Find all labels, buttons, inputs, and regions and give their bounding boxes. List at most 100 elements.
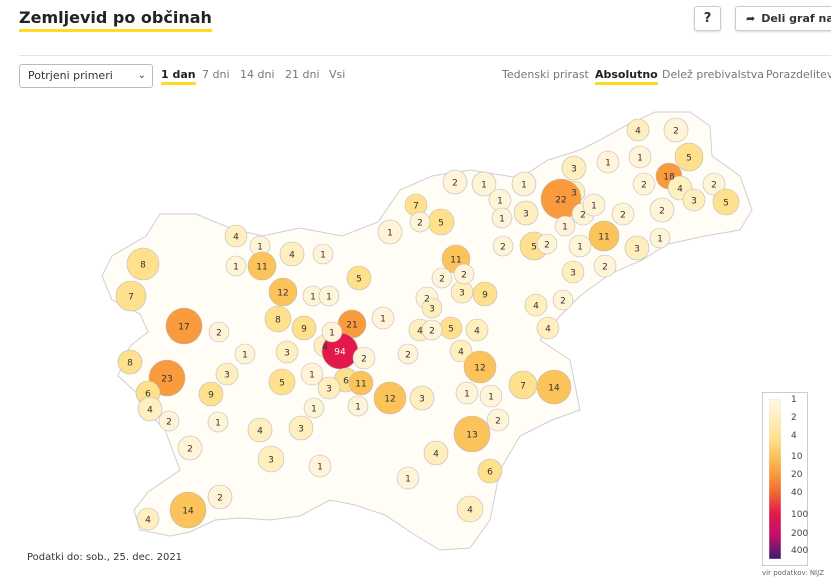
municipality-region[interactable] <box>352 346 376 370</box>
municipality-region[interactable] <box>115 280 147 312</box>
municipality-region[interactable] <box>624 235 650 261</box>
municipality-region[interactable] <box>561 155 587 181</box>
municipality-region[interactable] <box>207 484 233 510</box>
municipality-region[interactable] <box>561 260 585 284</box>
municipality-region[interactable] <box>303 397 325 419</box>
municipality-region[interactable] <box>582 193 606 217</box>
municipality-region[interactable] <box>471 171 497 197</box>
municipality-region[interactable] <box>477 458 503 484</box>
municipality-region[interactable] <box>136 507 160 531</box>
municipality-region[interactable] <box>317 376 341 400</box>
municipality-region[interactable] <box>137 396 163 422</box>
municipality-region[interactable] <box>431 267 453 289</box>
municipality-region[interactable] <box>198 381 224 407</box>
municipality-region[interactable] <box>453 263 475 285</box>
municipality-region[interactable] <box>456 495 484 523</box>
municipality-region[interactable] <box>472 281 498 307</box>
municipality-region[interactable] <box>169 491 207 529</box>
municipality-region[interactable] <box>611 202 635 226</box>
municipality-region[interactable] <box>421 319 443 341</box>
municipality-region[interactable] <box>397 343 419 365</box>
municipality-region[interactable] <box>312 243 334 265</box>
municipality-region[interactable] <box>346 265 372 291</box>
municipality-region[interactable] <box>165 307 203 345</box>
municipality-region[interactable] <box>682 188 706 212</box>
municipality-region[interactable] <box>593 254 617 278</box>
municipality-region[interactable] <box>234 343 256 365</box>
municipality-region[interactable] <box>291 315 317 341</box>
municipality-region[interactable] <box>632 172 656 196</box>
filter-delez-prebivalstva[interactable]: Delež prebivalstva <box>662 68 765 81</box>
municipality-region[interactable] <box>421 297 443 319</box>
municipality-region[interactable] <box>442 169 468 195</box>
municipality-region[interactable] <box>465 318 489 342</box>
municipality-region[interactable] <box>511 171 537 197</box>
municipality-region[interactable] <box>264 305 292 333</box>
municipality-region[interactable] <box>524 293 548 317</box>
municipality-region[interactable] <box>663 117 689 143</box>
municipality-region[interactable] <box>224 224 248 248</box>
municipality-region[interactable] <box>628 145 652 169</box>
municipality-region[interactable] <box>453 415 491 453</box>
municipality-region[interactable] <box>347 395 369 417</box>
municipality-region[interactable] <box>308 454 332 478</box>
municipality-region[interactable] <box>321 321 343 343</box>
municipality-region[interactable] <box>596 150 620 174</box>
municipality-region[interactable] <box>479 384 503 408</box>
municipality-region[interactable] <box>455 381 479 405</box>
municipality-region[interactable] <box>177 435 203 461</box>
municipality-region[interactable] <box>674 142 704 172</box>
municipality-region[interactable] <box>513 200 539 226</box>
municipality-region[interactable] <box>536 369 572 405</box>
municipality-region[interactable] <box>626 118 650 142</box>
municipality-region[interactable] <box>649 227 671 249</box>
municipality-region[interactable] <box>409 211 431 233</box>
municipality-region[interactable] <box>377 219 403 245</box>
municipality-region[interactable] <box>318 285 340 307</box>
municipality-region[interactable] <box>348 370 374 396</box>
municipality-region[interactable] <box>492 235 514 257</box>
municipality-region[interactable] <box>649 197 675 223</box>
municipality-region[interactable] <box>486 408 510 432</box>
municipality-region[interactable] <box>588 220 620 252</box>
filter-vsi[interactable]: Vsi <box>329 68 346 81</box>
filter-21-dni[interactable]: 21 dni <box>285 68 320 81</box>
municipality-region[interactable] <box>536 316 560 340</box>
municipality-region[interactable] <box>552 289 574 311</box>
municipality-region[interactable] <box>117 349 143 375</box>
municipality-region[interactable] <box>268 368 296 396</box>
municipality-region[interactable] <box>568 234 592 258</box>
municipality-region[interactable] <box>275 340 299 364</box>
municipality-region[interactable] <box>208 321 230 343</box>
municipality-region[interactable] <box>463 350 497 384</box>
municipality-region[interactable] <box>288 415 314 441</box>
municipality-region[interactable] <box>449 339 473 363</box>
municipality-region[interactable] <box>300 362 324 386</box>
municipality-region[interactable] <box>158 410 180 432</box>
municipality-region[interactable] <box>268 277 298 307</box>
filter-1-dan[interactable]: 1 dan <box>161 68 196 85</box>
municipality-region[interactable] <box>225 255 247 277</box>
municipality-region[interactable] <box>423 440 449 466</box>
filter-7-dni[interactable]: 7 dni <box>202 68 230 81</box>
share-button[interactable]: ➦ Deli graf na <box>735 6 831 31</box>
municipality-region[interactable] <box>257 445 285 473</box>
filter-absolutno[interactable]: Absolutno <box>595 68 658 85</box>
municipality-region[interactable] <box>396 466 420 490</box>
help-button[interactable]: ? <box>694 6 721 31</box>
municipality-region[interactable] <box>554 215 576 237</box>
filter-porazdelitev[interactable]: Porazdelitev <box>766 68 831 81</box>
municipality-region[interactable] <box>536 233 558 255</box>
municipality-region[interactable] <box>215 362 239 386</box>
municipality-region[interactable] <box>207 411 229 433</box>
municipality-region[interactable] <box>702 172 726 196</box>
filter-14-dni[interactable]: 14 dni <box>240 68 275 81</box>
metric-select[interactable]: Potrjeni primeri ⌄ <box>19 64 153 88</box>
municipality-region[interactable] <box>712 188 740 216</box>
municipality-region[interactable] <box>409 385 435 411</box>
municipality-region[interactable] <box>279 241 305 267</box>
municipality-region[interactable] <box>247 417 273 443</box>
municipality-region[interactable] <box>491 207 513 229</box>
filter-tedenski-prirast[interactable]: Tedenski prirast <box>502 68 589 81</box>
municipality-region[interactable] <box>126 247 160 281</box>
